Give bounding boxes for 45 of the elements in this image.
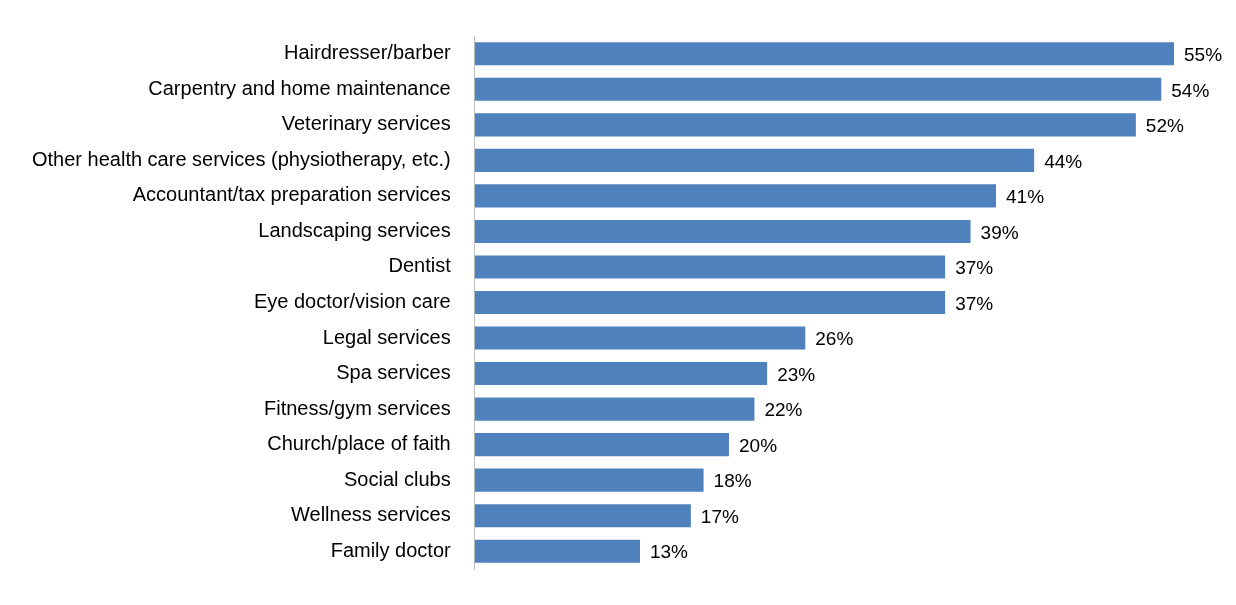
- y-tick-label: Wellness services: [291, 503, 451, 526]
- data-label: 23%: [777, 363, 816, 385]
- y-tick-label: Hairdresser/barber: [283, 41, 452, 64]
- data-label: 41%: [1006, 186, 1045, 208]
- bar: [474, 42, 1174, 66]
- y-tick-label: Spa services: [336, 361, 451, 384]
- y-tick-label: Landscaping services: [258, 218, 451, 241]
- bar: [474, 219, 971, 243]
- y-tick-label: Fitness/gym services: [263, 396, 451, 419]
- bar: [474, 148, 1035, 172]
- bar: [474, 326, 806, 350]
- bar: [474, 184, 996, 208]
- data-label: 54%: [1171, 79, 1210, 101]
- bar: [474, 433, 729, 457]
- y-tick-label: Social clubs: [343, 467, 451, 490]
- bar: [474, 362, 768, 386]
- bar: [474, 504, 691, 528]
- y-tick-label: Accountant/tax preparation services: [132, 183, 451, 206]
- data-label: 37%: [955, 257, 994, 279]
- data-label: 55%: [1184, 44, 1223, 65]
- y-tick-label: Legal services: [322, 325, 451, 348]
- data-label: 26%: [815, 328, 854, 350]
- data-label: 20%: [738, 434, 778, 456]
- bar: [474, 290, 946, 315]
- data-label: 22%: [764, 399, 803, 421]
- y-tick-label: Other health care services (physiotherapy, etc.): [32, 147, 451, 170]
- y-tick-label: Family doctor: [330, 538, 452, 561]
- data-label: 13%: [649, 541, 689, 563]
- bar: [474, 468, 704, 492]
- bar: [474, 397, 755, 421]
- data-label: 39%: [980, 221, 1019, 243]
- data-label: 17%: [700, 505, 739, 527]
- bar: [474, 539, 640, 563]
- bar: [474, 255, 946, 279]
- y-tick-label: Eye doctor/vision care: [253, 290, 451, 313]
- y-tick-label: Dentist: [388, 254, 452, 277]
- y-tick-label: Veterinary services: [281, 112, 451, 135]
- bar: [474, 113, 1136, 137]
- data-label: 18%: [713, 470, 752, 492]
- y-tick-label: Carpentry and home maintenance: [148, 76, 451, 99]
- bar: [474, 77, 1162, 101]
- data-label: 37%: [955, 292, 994, 314]
- data-label: 44%: [1044, 150, 1083, 172]
- y-tick-label: Church/place of faith: [267, 432, 451, 455]
- data-label: 52%: [1145, 115, 1184, 137]
